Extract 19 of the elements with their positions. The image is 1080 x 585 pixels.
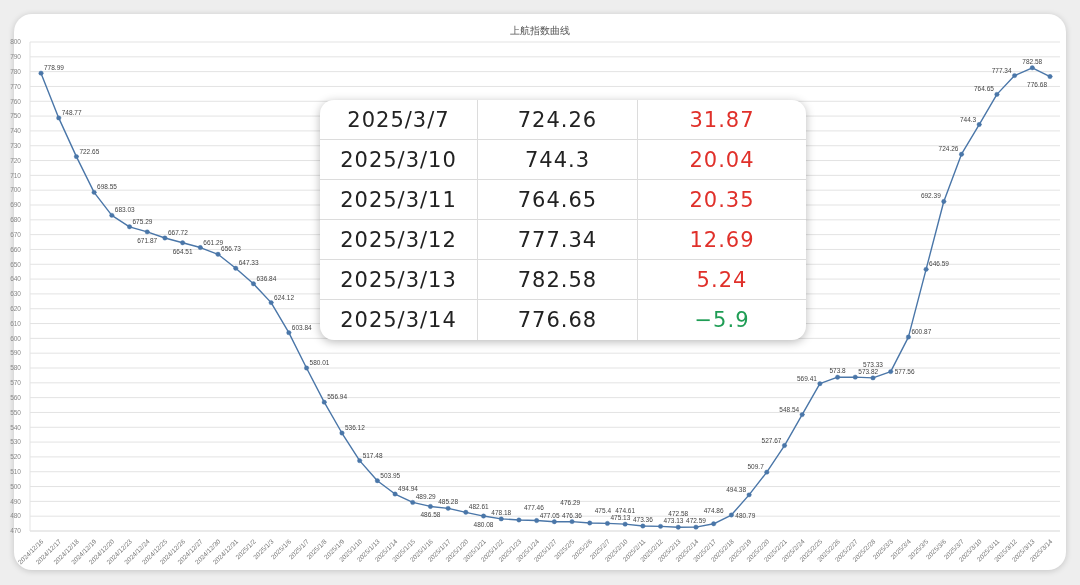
chart-title: 上航指数曲线 (509, 24, 571, 38)
annotation: 31.87 (638, 100, 806, 140)
annotation: 764.65 (478, 180, 638, 220)
annotation: 20.04 (638, 140, 806, 180)
annotation: 782.58 (478, 260, 638, 300)
annotation: 2025/3/13 (320, 260, 478, 300)
annotation: 2025/3/11 (320, 180, 478, 220)
annotation: −5.9 (693, 307, 751, 334)
annotation: 2025/3/10 (320, 140, 478, 180)
annotation: 744.3 (478, 140, 638, 180)
annotation: 2025/3/14 (320, 300, 478, 340)
annotation: 12.69 (638, 220, 806, 260)
annotation: 2025/3/12 (320, 220, 478, 260)
annotation: 776.68 (478, 300, 638, 340)
annotation: 2025/3/7 (320, 100, 478, 140)
annotation: 777.34 (478, 220, 638, 260)
annotation: 20.35 (638, 180, 806, 220)
annotation: 5.24 (638, 260, 806, 300)
annotation: 724.26 (478, 100, 638, 140)
